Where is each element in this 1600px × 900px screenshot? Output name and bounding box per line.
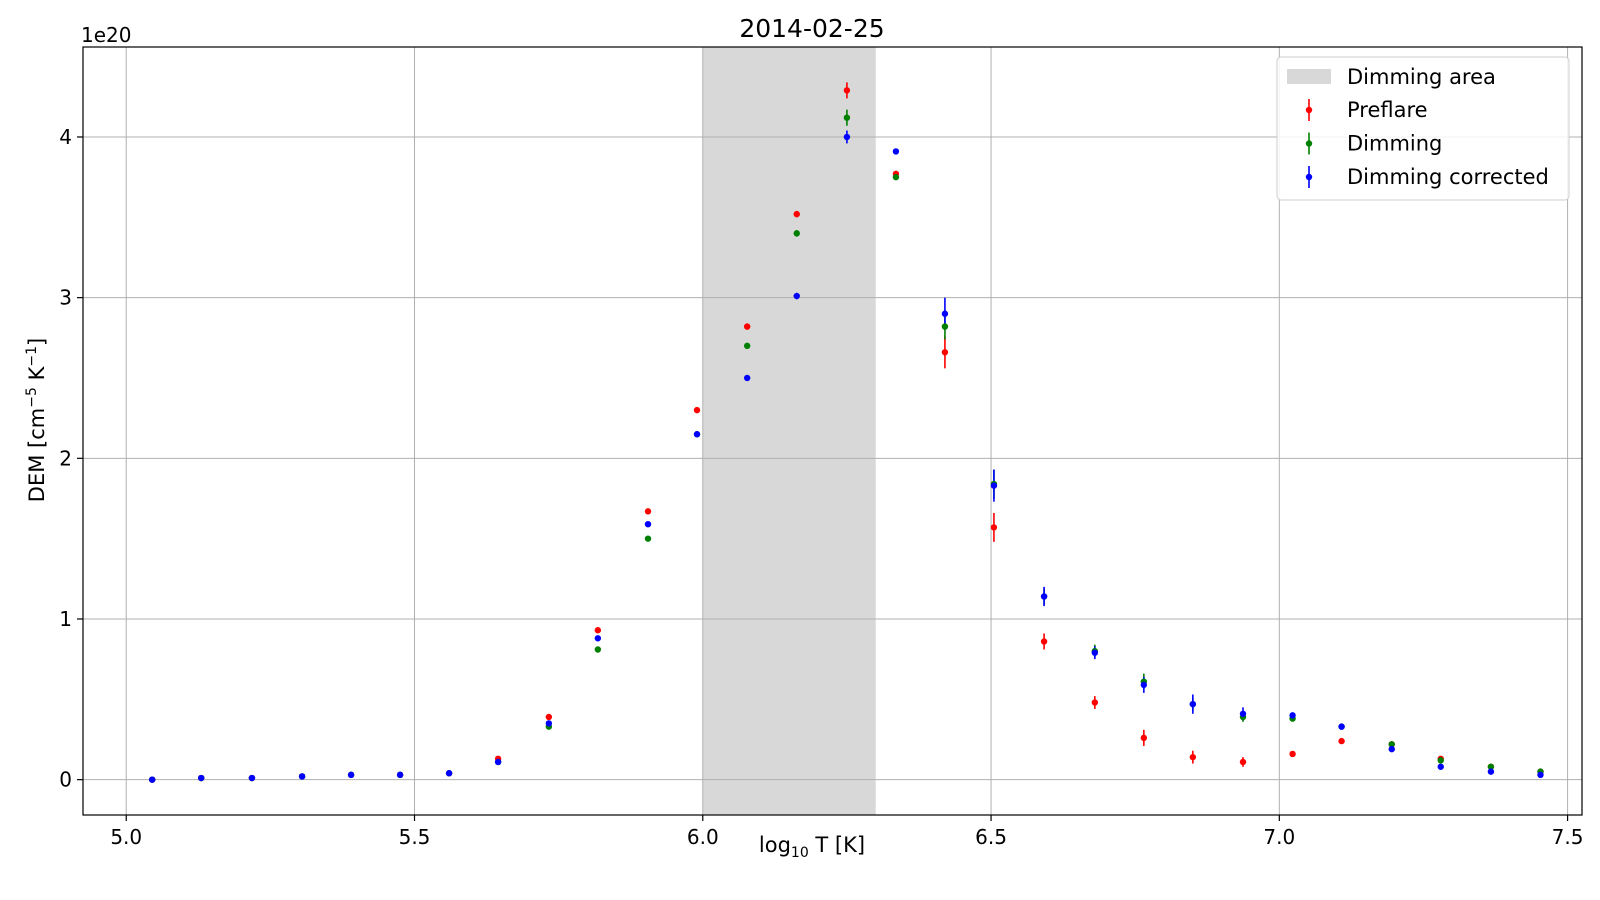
- point-preflare: [1289, 750, 1296, 758]
- y-tick-label: 4: [59, 125, 72, 149]
- y-tick-label: 3: [59, 286, 72, 310]
- point-preflare: [1140, 734, 1148, 742]
- point-preflare: [1189, 753, 1197, 761]
- legend-label-dimming-corrected: Dimming corrected: [1347, 165, 1549, 189]
- point-dimming-corrected: [990, 482, 998, 489]
- legend-label-dimming-area: Dimming area: [1347, 65, 1496, 89]
- point-preflare: [793, 210, 800, 218]
- legend: Dimming area Preflare Dimming Dimming corr…: [1276, 56, 1570, 201]
- point-dimming-corrected: [248, 774, 256, 782]
- chart-title: 2014-02-25: [739, 14, 884, 43]
- point-preflare: [941, 349, 949, 356]
- plot-frame: [82, 46, 1583, 816]
- point-dimming-corrected: [1289, 712, 1296, 719]
- point-dimming: [644, 535, 652, 542]
- point-preflare: [693, 406, 701, 414]
- y-tick-label: 1: [59, 607, 72, 631]
- point-dimming-corrected: [1189, 700, 1197, 708]
- legend-box: [1276, 56, 1570, 201]
- point-preflare: [1091, 699, 1099, 706]
- point-dimming-corrected: [843, 133, 851, 141]
- point-dimming-corrected: [793, 292, 800, 300]
- point-dimming-corrected: [148, 776, 156, 783]
- point-dimming-corrected: [644, 520, 652, 528]
- point-preflare: [990, 524, 998, 531]
- y-axis-ticks: 0 1 2 3 4: [59, 125, 83, 792]
- x-tick-label: 5.0: [110, 825, 142, 849]
- y-axis-label: DEM [cm−5 K−1]: [24, 338, 49, 502]
- point-preflare: [1338, 737, 1345, 745]
- point-dimming: [892, 173, 900, 181]
- legend-marker-dimming-corrected: [1305, 173, 1313, 181]
- data-points: [148, 87, 1544, 783]
- point-dimming-corrected: [1338, 723, 1345, 730]
- point-dimming: [594, 646, 602, 653]
- legend-swatch-dimming-area: [1287, 69, 1331, 84]
- point-dimming-corrected: [445, 770, 453, 777]
- point-dimming-corrected: [396, 771, 404, 779]
- point-dimming-corrected: [594, 635, 602, 642]
- legend-marker-preflare: [1305, 106, 1313, 114]
- point-preflare: [743, 323, 751, 330]
- point-dimming-corrected: [1388, 745, 1395, 753]
- point-dimming-corrected: [1487, 768, 1495, 775]
- x-tick-label: 6.0: [687, 825, 719, 849]
- point-preflare: [644, 508, 652, 515]
- point-dimming-corrected: [693, 431, 701, 438]
- x-tick-label: 6.5: [975, 825, 1007, 849]
- point-dimming: [843, 114, 851, 121]
- y-tick-label: 0: [59, 768, 72, 792]
- point-dimming-corrected: [1537, 771, 1544, 779]
- point-dimming: [941, 323, 949, 330]
- point-preflare: [1040, 638, 1048, 645]
- point-dimming-corrected: [1040, 593, 1048, 600]
- x-axis-ticks: 5.0 5.5 6.0 6.5 7.0 7.5: [110, 815, 1583, 849]
- legend-label-preflare: Preflare: [1347, 98, 1428, 122]
- x-tick-label: 7.0: [1263, 825, 1295, 849]
- point-dimming-corrected: [494, 758, 502, 766]
- dimming-area-shade: [702, 47, 876, 815]
- point-dimming-corrected: [545, 720, 553, 727]
- point-dimming-corrected: [1239, 710, 1247, 717]
- point-dimming-corrected: [1140, 681, 1148, 689]
- point-dimming: [1437, 757, 1444, 764]
- point-preflare: [843, 87, 851, 94]
- legend-marker-dimming: [1305, 140, 1313, 147]
- point-dimming-corrected: [347, 771, 355, 779]
- point-dimming-corrected: [197, 774, 205, 782]
- point-dimming-corrected: [892, 148, 900, 155]
- x-tick-label: 5.5: [399, 825, 431, 849]
- point-preflare: [594, 627, 602, 634]
- point-dimming-corrected: [1091, 649, 1099, 656]
- point-dimming: [793, 230, 800, 237]
- x-axis-label: log10 T [K]: [759, 833, 865, 861]
- point-preflare: [1239, 758, 1247, 766]
- point-dimming-corrected: [298, 773, 306, 780]
- point-dimming: [1388, 741, 1395, 748]
- point-dimming: [743, 342, 751, 350]
- legend-label-dimming: Dimming: [1347, 132, 1442, 156]
- point-dimming-corrected: [1437, 763, 1444, 770]
- point-dimming-corrected: [743, 374, 751, 382]
- point-dimming: [1487, 763, 1495, 770]
- x-tick-label: 7.5: [1552, 825, 1584, 849]
- point-dimming-corrected: [941, 310, 949, 317]
- point-preflare: [545, 713, 553, 721]
- y-tick-label: 2: [59, 446, 72, 470]
- y-offset-label: 1e20: [81, 23, 131, 47]
